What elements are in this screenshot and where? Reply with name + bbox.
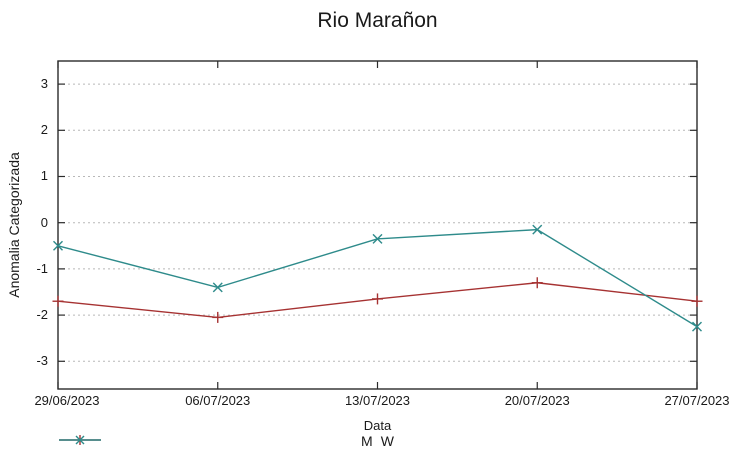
x-tick-label: 27/07/2023: [664, 393, 730, 408]
cross-marker: [53, 240, 63, 251]
y-tick-label: 0: [40, 214, 48, 230]
series-line-W: [57, 228, 698, 328]
x-tick-label: 20/07/2023: [504, 393, 570, 408]
y-tick-label: 2: [40, 122, 48, 138]
legend-item-W: W: [59, 433, 394, 449]
legend-item-M: M: [59, 433, 373, 449]
x-tick-label: 13/07/2023: [344, 393, 411, 408]
cross-marker: [75, 435, 85, 445]
cross-marker: [532, 224, 543, 235]
x-tick-label: 06/07/2023: [185, 393, 251, 408]
y-tick-label: -2: [36, 307, 48, 323]
x-tick-label: 29/06/2023: [34, 393, 100, 408]
cross-marker: [692, 321, 702, 332]
y-tick-label: -1: [36, 260, 48, 276]
legend-label-W: W: [380, 433, 394, 449]
y-tick-label: 3: [40, 76, 48, 92]
y-tick-label: -3: [36, 353, 48, 369]
cross-marker: [212, 282, 223, 293]
x-axis-title: Data: [363, 418, 392, 433]
chart-title: Rio Marañon: [317, 9, 438, 32]
y-tick-label: 1: [40, 168, 48, 184]
plot-border: [57, 60, 698, 390]
legend-line-sample-W: [59, 435, 101, 445]
cross-marker: [372, 233, 383, 244]
legend-label-M: M: [361, 433, 373, 449]
